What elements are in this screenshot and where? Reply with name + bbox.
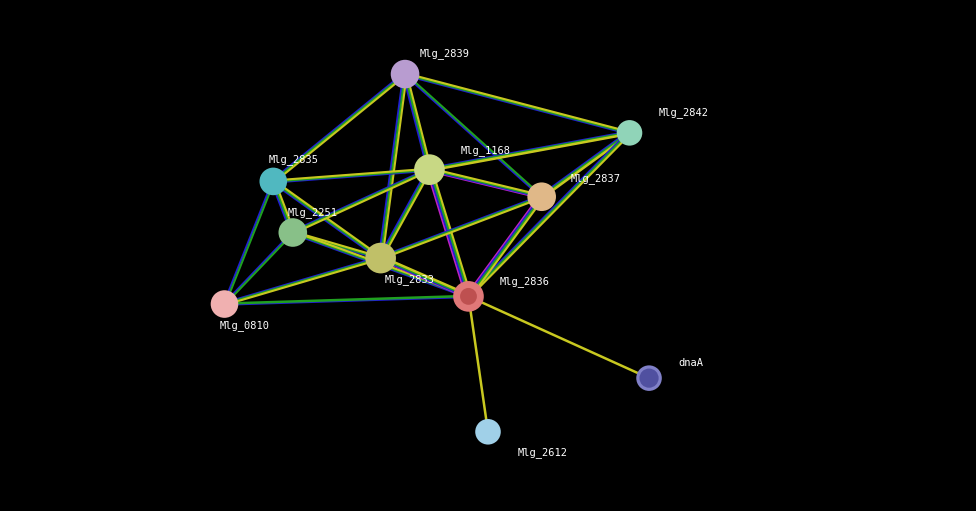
Text: Mlg_2251: Mlg_2251	[288, 206, 338, 218]
Ellipse shape	[211, 290, 238, 318]
Ellipse shape	[617, 120, 642, 146]
Ellipse shape	[390, 60, 420, 88]
Ellipse shape	[278, 218, 307, 247]
Ellipse shape	[414, 154, 445, 185]
Text: dnaA: dnaA	[678, 358, 704, 368]
Text: Mlg_0810: Mlg_0810	[220, 320, 269, 331]
Text: Mlg_2612: Mlg_2612	[517, 447, 567, 458]
Ellipse shape	[460, 288, 477, 305]
Ellipse shape	[639, 368, 659, 388]
Text: Mlg_1168: Mlg_1168	[461, 145, 510, 156]
Ellipse shape	[453, 281, 484, 312]
Ellipse shape	[475, 419, 501, 445]
Ellipse shape	[365, 243, 396, 273]
Text: Mlg_2837: Mlg_2837	[571, 173, 621, 184]
Ellipse shape	[527, 182, 556, 211]
Ellipse shape	[260, 168, 287, 195]
Ellipse shape	[636, 365, 662, 391]
Text: Mlg_2836: Mlg_2836	[500, 275, 549, 287]
Text: Mlg_2833: Mlg_2833	[385, 274, 434, 285]
Text: Mlg_2835: Mlg_2835	[268, 154, 318, 166]
Text: Mlg_2839: Mlg_2839	[420, 48, 469, 59]
Text: Mlg_2842: Mlg_2842	[659, 107, 709, 118]
